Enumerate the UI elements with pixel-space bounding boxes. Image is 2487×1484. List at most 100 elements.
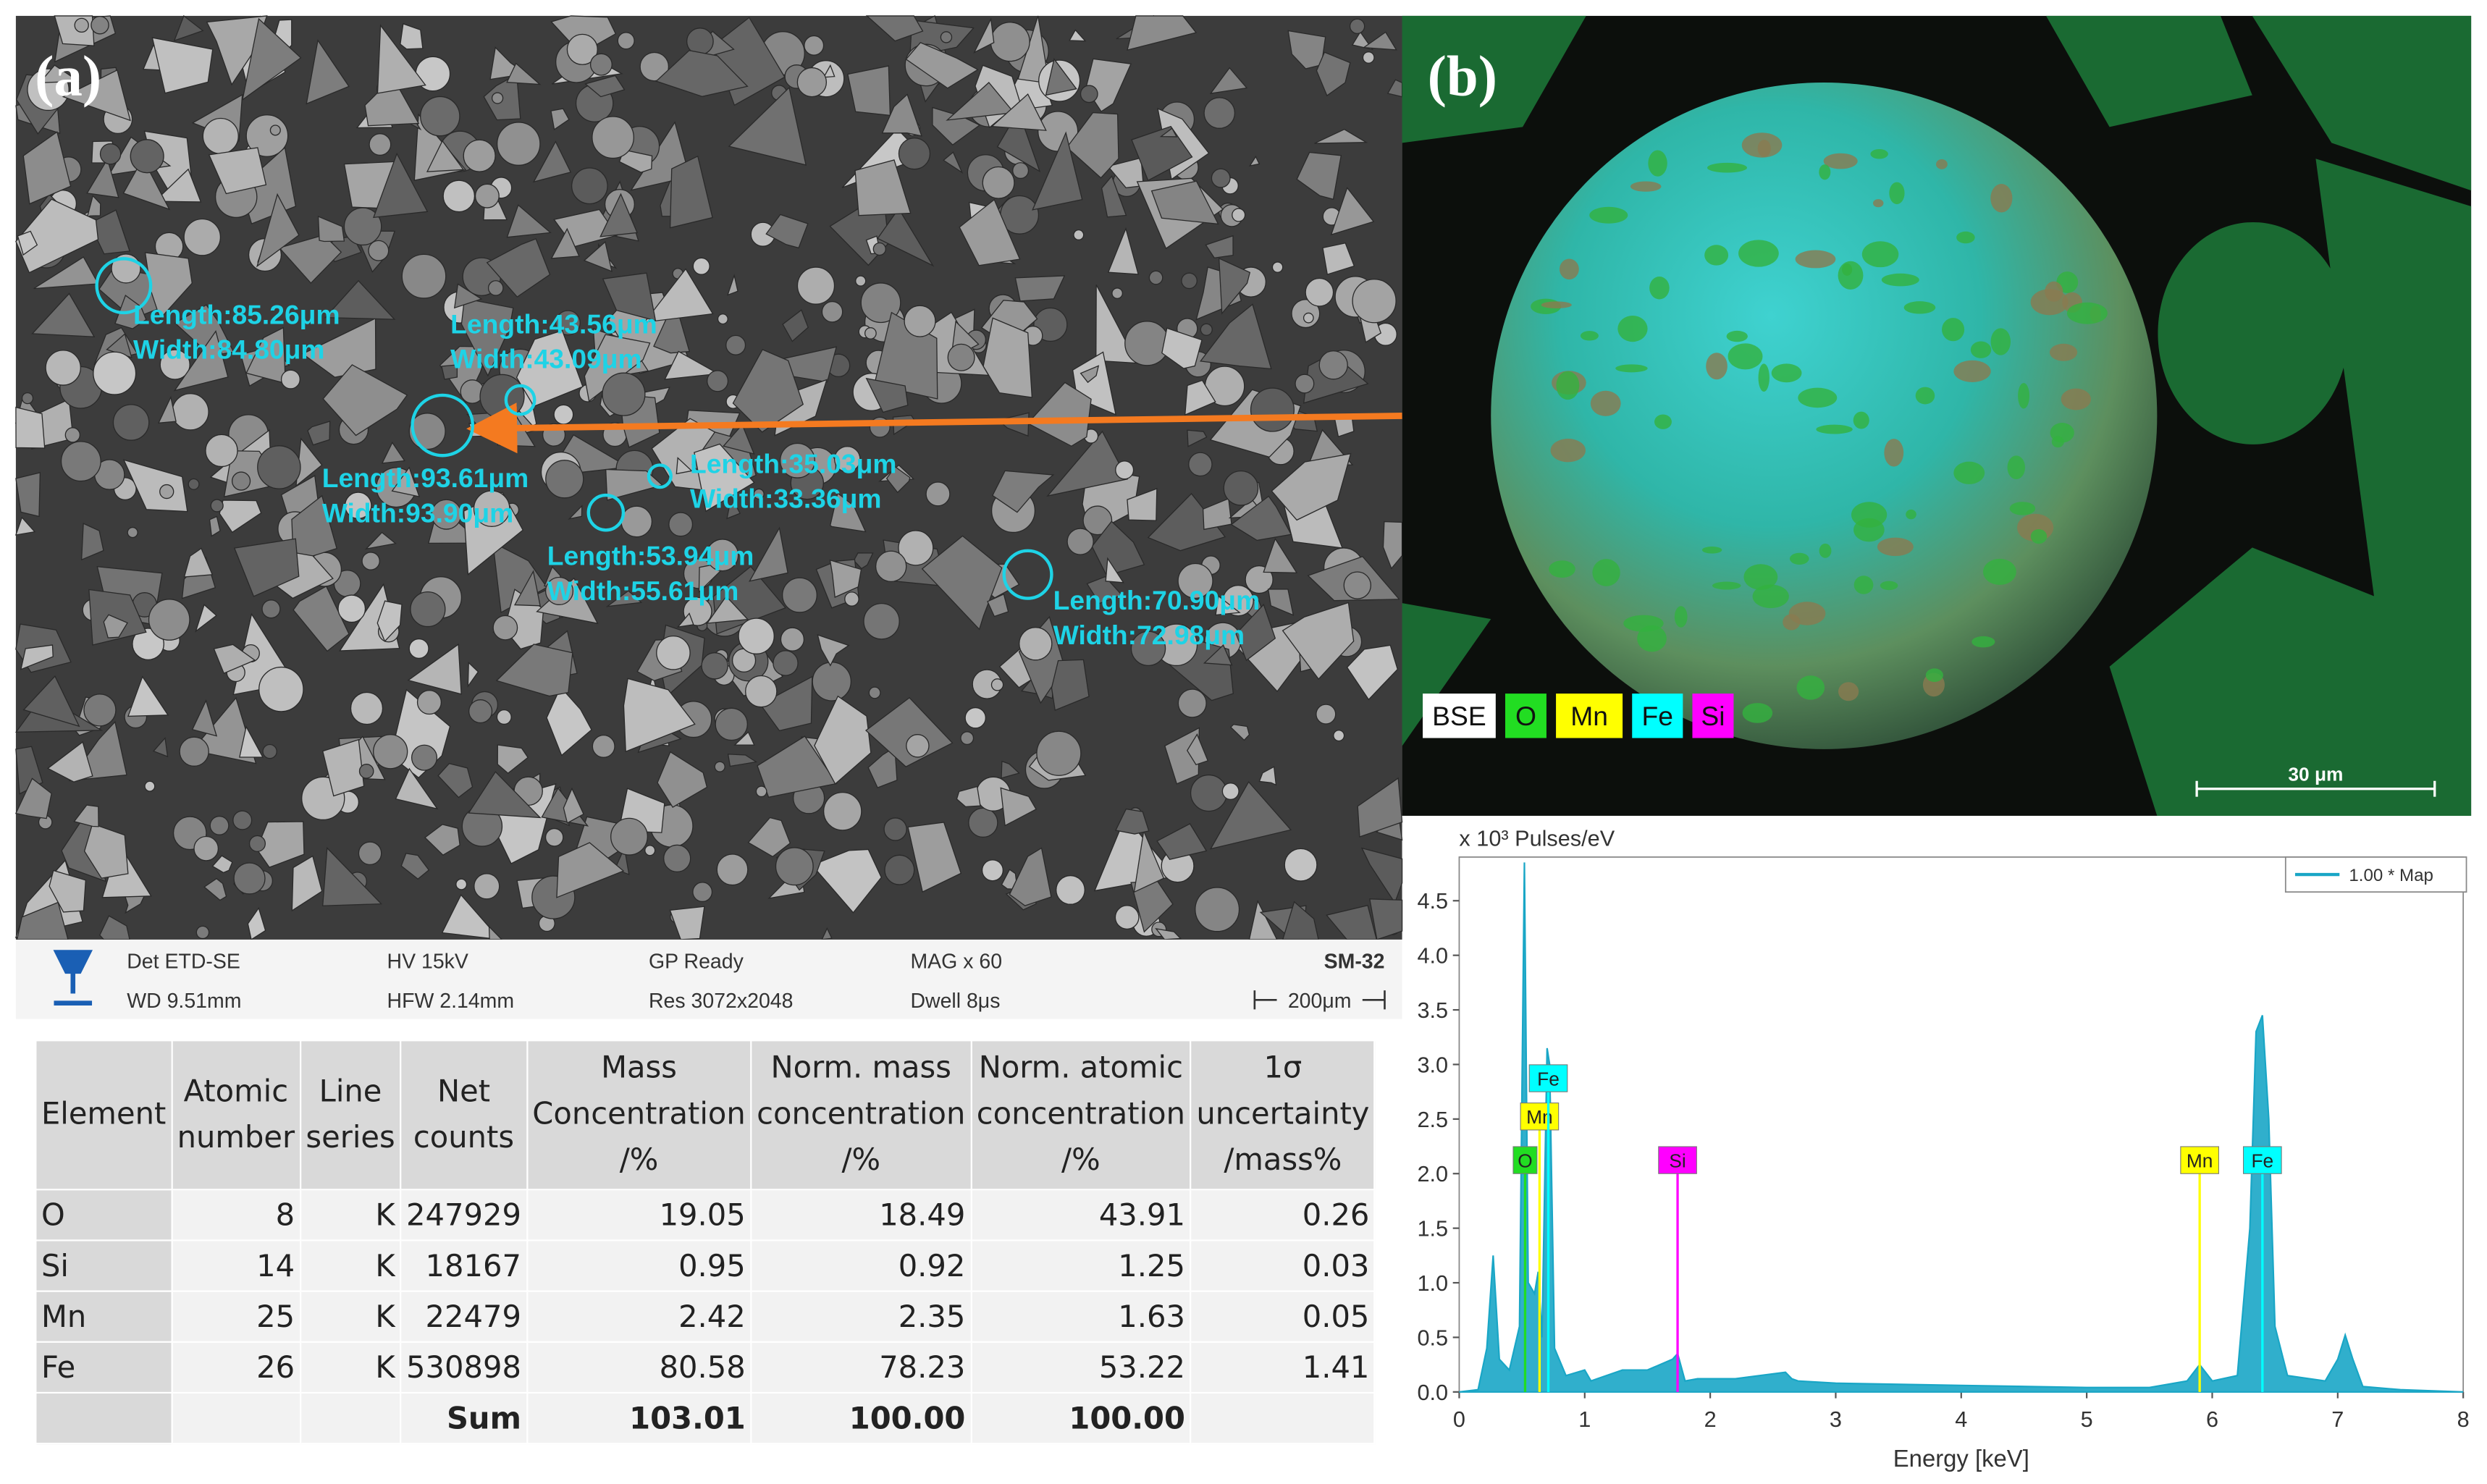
header-cell: Mass Concentration /%: [526, 1040, 752, 1191]
particle: [1318, 350, 1348, 380]
particle: [262, 743, 277, 759]
particle: [1284, 848, 1318, 882]
particle: [1223, 470, 1259, 506]
blob: [1549, 560, 1575, 578]
cell: 100.00: [969, 1391, 1192, 1445]
blob: [1816, 424, 1853, 434]
particle: [812, 662, 852, 701]
particle: [15, 472, 41, 518]
particle: [1296, 151, 1342, 201]
particle: [796, 67, 828, 98]
legend-swatch: [1423, 693, 1496, 738]
y-tick-label: 3.0: [1417, 1052, 1448, 1077]
particle: [1177, 688, 1207, 718]
particle: [749, 526, 788, 582]
header-text: /%: [841, 1142, 881, 1178]
particle: [460, 298, 514, 377]
particle: [780, 627, 805, 652]
particle: [195, 925, 210, 940]
particle: [1085, 58, 1132, 112]
particle: [664, 350, 720, 380]
particle: [747, 817, 791, 858]
header-row: Element Atomic number Line series Net counts Ma…: [35, 1040, 1376, 1191]
blob: [1838, 682, 1859, 701]
particle: [368, 240, 390, 261]
particle: [592, 116, 634, 159]
particle: [242, 17, 302, 101]
particle: [486, 238, 551, 298]
legend-swatch: [1632, 693, 1683, 738]
particle: [905, 42, 979, 89]
particle: [1107, 227, 1140, 275]
particle: [258, 666, 304, 712]
particle: [1032, 131, 1083, 211]
blob: [1851, 502, 1888, 528]
particle: [1235, 603, 1276, 662]
particle: [22, 131, 72, 205]
particle: [321, 738, 365, 797]
particle: [1009, 847, 1052, 906]
composition-table: Element Atomic number Line series Net counts Ma…: [35, 1040, 1376, 1445]
particle: [1066, 111, 1119, 179]
blob: [2018, 383, 2030, 409]
cell: 25: [170, 1290, 301, 1343]
particle: [49, 869, 87, 913]
blob: [1654, 414, 1672, 429]
header-text: Norm. mass: [770, 1050, 951, 1086]
particle: [1218, 257, 1251, 315]
info-bar: [15, 939, 1402, 1019]
particle: [261, 599, 281, 619]
particle: [617, 32, 635, 50]
particle: [563, 787, 584, 824]
particle: [657, 751, 708, 809]
blob: [1889, 182, 1905, 205]
x-tick-label: 3: [1830, 1407, 1842, 1432]
particle: [589, 53, 613, 76]
particle: [1114, 905, 1140, 930]
particle: [725, 334, 746, 355]
particle: [60, 441, 101, 482]
particle: [127, 526, 138, 539]
particle: [376, 600, 403, 643]
blob: [1853, 576, 1874, 594]
measure-width: Width:43.09μm: [450, 344, 642, 374]
peak-label: Fe: [1537, 1068, 1560, 1089]
blob: [1704, 245, 1729, 266]
particle: [208, 147, 267, 195]
particle: [400, 853, 430, 880]
particle: [868, 686, 881, 699]
blob: [1758, 363, 1769, 392]
info: HFW 2.14mm: [387, 990, 515, 1013]
eds-legend: BSE O Mn Fe Si: [1423, 693, 1734, 738]
peak-label-box: [1512, 1146, 1538, 1174]
blob: [1796, 675, 1825, 700]
blob: [1743, 564, 1778, 590]
particle: [694, 443, 755, 513]
particle: [987, 593, 1009, 617]
blob: [1870, 148, 1888, 159]
blob: [1757, 140, 1771, 157]
info: SM-32: [1324, 950, 1385, 973]
header-text: concentration: [757, 1097, 966, 1132]
particle: [152, 736, 169, 758]
particle: [455, 878, 468, 890]
particle: [14, 777, 52, 819]
legend-label: 1.00 * Map: [2349, 866, 2433, 885]
blob: [1823, 153, 1858, 169]
detector-icon: [53, 950, 93, 1006]
particle: [1127, 488, 1158, 521]
measure-width: Width:84.80μm: [133, 334, 325, 364]
header-cell: Atomic number: [170, 1040, 301, 1191]
particle: [364, 76, 420, 127]
particle: [610, 817, 649, 856]
particle: [1343, 571, 1371, 599]
particle: [1221, 783, 1240, 801]
particle: [400, 22, 424, 50]
particle: [714, 761, 725, 772]
particle: [669, 906, 705, 940]
particle: [426, 140, 465, 172]
particle: [692, 882, 713, 903]
particle: [437, 762, 474, 798]
particle: [337, 594, 366, 623]
blob: [2009, 502, 2036, 515]
